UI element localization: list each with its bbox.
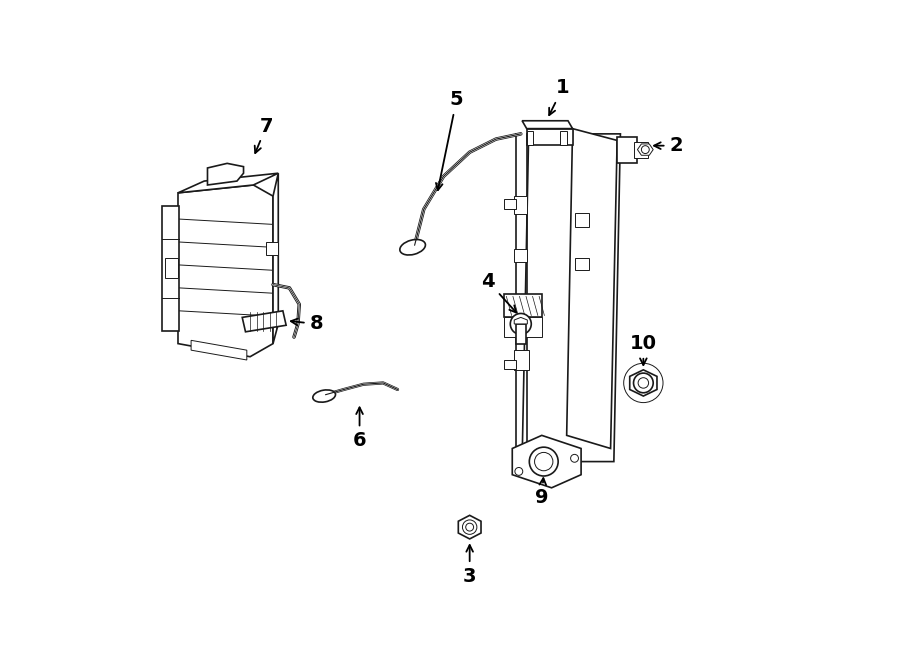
Circle shape bbox=[510, 313, 531, 334]
Polygon shape bbox=[162, 206, 179, 330]
Circle shape bbox=[465, 524, 473, 531]
Text: 10: 10 bbox=[630, 334, 657, 365]
Text: 6: 6 bbox=[353, 407, 366, 450]
Circle shape bbox=[515, 467, 523, 475]
Polygon shape bbox=[514, 249, 526, 262]
Circle shape bbox=[535, 452, 553, 471]
Text: 3: 3 bbox=[463, 545, 476, 586]
Circle shape bbox=[634, 373, 653, 393]
Polygon shape bbox=[242, 311, 286, 332]
Polygon shape bbox=[458, 516, 481, 539]
Polygon shape bbox=[512, 436, 581, 488]
Circle shape bbox=[642, 145, 649, 153]
Polygon shape bbox=[178, 185, 273, 357]
Text: 5: 5 bbox=[436, 91, 464, 190]
Polygon shape bbox=[165, 258, 178, 278]
FancyBboxPatch shape bbox=[617, 137, 637, 163]
Polygon shape bbox=[504, 200, 516, 210]
Polygon shape bbox=[630, 369, 657, 396]
Polygon shape bbox=[567, 129, 617, 448]
Polygon shape bbox=[522, 121, 572, 129]
Text: 9: 9 bbox=[535, 478, 548, 507]
Text: 8: 8 bbox=[291, 315, 323, 333]
FancyBboxPatch shape bbox=[526, 129, 572, 145]
Polygon shape bbox=[514, 196, 526, 214]
Circle shape bbox=[463, 520, 477, 534]
Polygon shape bbox=[574, 213, 589, 227]
Circle shape bbox=[638, 377, 649, 388]
Text: 1: 1 bbox=[549, 79, 570, 115]
FancyBboxPatch shape bbox=[560, 131, 567, 145]
Polygon shape bbox=[522, 134, 620, 461]
Polygon shape bbox=[178, 173, 278, 193]
Polygon shape bbox=[504, 317, 542, 337]
FancyBboxPatch shape bbox=[634, 141, 648, 158]
Polygon shape bbox=[273, 173, 278, 344]
Polygon shape bbox=[574, 258, 589, 270]
Polygon shape bbox=[514, 350, 528, 369]
Polygon shape bbox=[504, 360, 516, 369]
Polygon shape bbox=[208, 163, 244, 185]
Circle shape bbox=[571, 454, 579, 462]
Polygon shape bbox=[514, 317, 527, 324]
Polygon shape bbox=[504, 294, 542, 317]
FancyBboxPatch shape bbox=[526, 131, 533, 145]
FancyBboxPatch shape bbox=[516, 324, 526, 344]
Polygon shape bbox=[191, 340, 247, 360]
Ellipse shape bbox=[400, 239, 426, 255]
Text: 7: 7 bbox=[255, 116, 274, 153]
Circle shape bbox=[529, 447, 558, 476]
Polygon shape bbox=[637, 144, 653, 155]
Text: 2: 2 bbox=[654, 136, 683, 155]
Ellipse shape bbox=[313, 390, 336, 402]
Polygon shape bbox=[266, 242, 278, 255]
Text: 4: 4 bbox=[482, 272, 517, 313]
